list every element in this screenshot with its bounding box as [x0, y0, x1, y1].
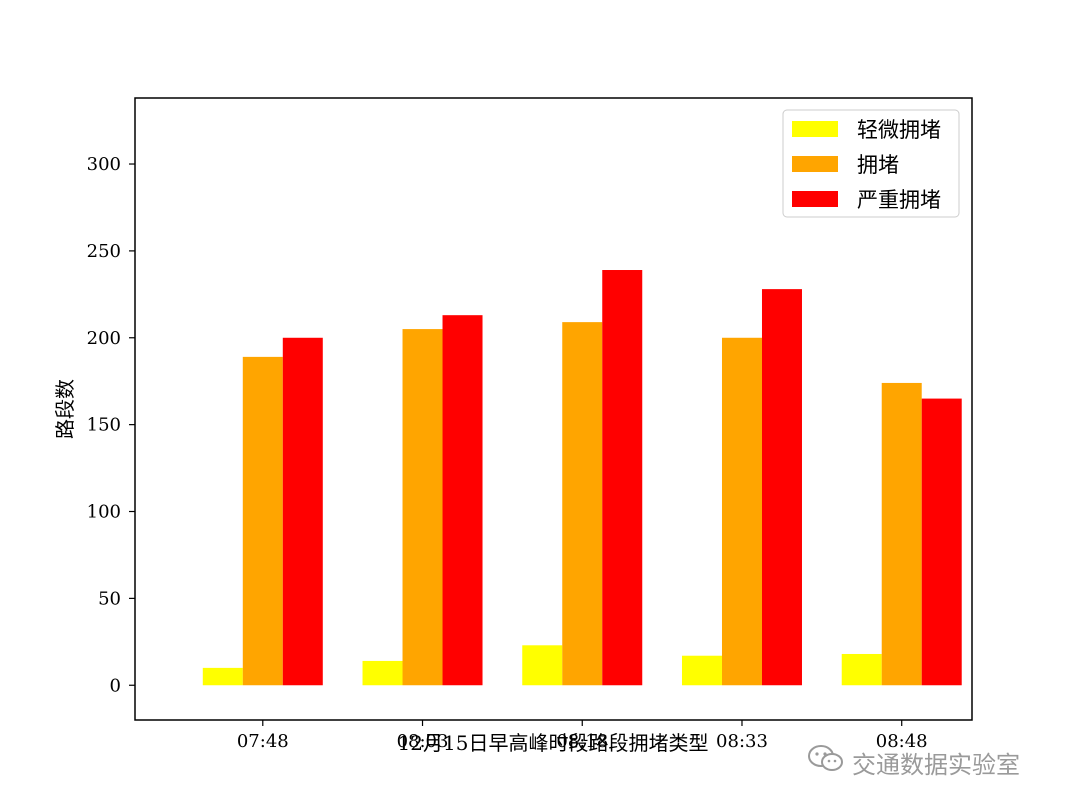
y-tick-label: 200: [87, 328, 121, 349]
y-tick-label: 100: [87, 502, 121, 523]
wechat-icon: [806, 743, 846, 781]
y-tick-label: 0: [110, 675, 121, 696]
plot-frame: [134, 97, 973, 721]
bar-3-0818: [602, 270, 643, 686]
x-axis-label: 12月15日早高峰时段路段拥堵类型: [398, 731, 709, 755]
x-tick-label: 08:18: [556, 731, 608, 752]
x-axis: 07:48 08:03 08:18 08:33 08:48: [237, 720, 928, 752]
x-tick-label: 08:33: [716, 731, 768, 752]
bar-2-0848: [881, 382, 922, 686]
legend-label: 拥堵: [857, 153, 899, 177]
legend-swatch: [792, 121, 838, 137]
y-tick-label: 300: [87, 154, 121, 175]
y-tick-label: 250: [87, 241, 121, 262]
legend-label: 轻微拥堵: [857, 118, 941, 142]
bar-2-0803: [402, 329, 443, 686]
bar-3-0833: [761, 289, 802, 686]
bar-1-0803: [362, 660, 403, 686]
bar-3-0848: [921, 398, 962, 686]
watermark-text: 交通数据实验室: [852, 750, 1020, 779]
x-tick-label: 08:48: [876, 731, 928, 752]
bar-3-0748: [282, 337, 323, 686]
bar-1-0748: [202, 667, 243, 686]
legend-label: 严重拥堵: [857, 188, 941, 212]
bar-2-0833: [721, 337, 762, 686]
y-tick-label: 150: [87, 415, 121, 436]
bar-2-0818: [562, 322, 603, 686]
watermark: 交通数据实验室: [806, 744, 1020, 780]
y-tick-label: 50: [98, 588, 121, 609]
y-axis-label: 路段数: [53, 379, 77, 439]
y-axis: 0 50 100 150 200 250 300: [87, 154, 135, 696]
x-tick-label: 08:03: [397, 731, 449, 752]
bar-1-0848: [841, 653, 882, 686]
bars-group: [202, 270, 962, 686]
legend-swatch: [792, 156, 838, 172]
bar-1-0818: [522, 645, 563, 686]
x-tick-label: 07:48: [237, 731, 289, 752]
legend-swatch: [792, 191, 838, 207]
bar-3-0803: [442, 315, 483, 686]
bar-2-0748: [242, 356, 283, 686]
bar-1-0833: [681, 655, 722, 686]
